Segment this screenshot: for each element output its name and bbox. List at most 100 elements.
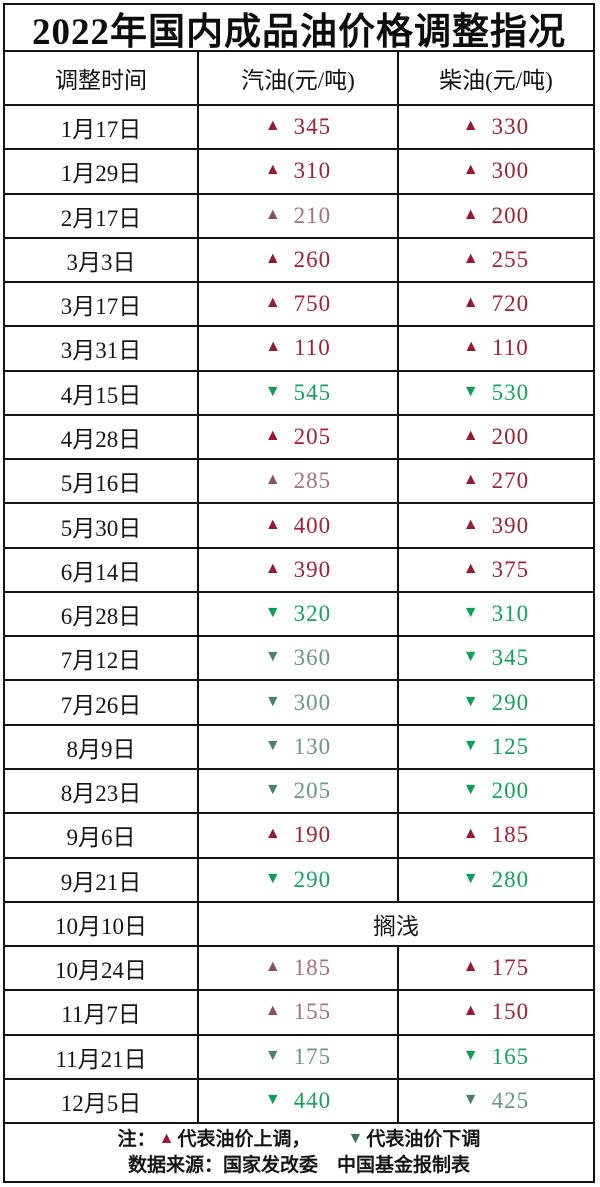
up-triangle-icon: ▲ (462, 958, 479, 976)
change-value: 310 (293, 158, 332, 184)
change-value: 440 (293, 1087, 332, 1113)
gasoline-change-cell: ▲ 210 (199, 194, 399, 237)
up-triangle-icon: ▲ (462, 1002, 479, 1020)
change-value: 200 (491, 423, 530, 449)
up-triangle-icon: ▲ (264, 515, 281, 533)
down-triangle-icon: ▼ (264, 736, 281, 754)
down-triangle-icon: ▼ (264, 648, 281, 666)
up-triangle-icon: ▲ (264, 205, 281, 223)
date-cell: 9月6日 (5, 814, 200, 857)
change-value: 185 (491, 822, 530, 848)
gasoline-change-cell: ▲ 155 (199, 991, 399, 1034)
legend-note-prefix: 注： (117, 1128, 156, 1150)
table-row: 9月6日 ▲ 190 ▲ 185 (5, 814, 593, 859)
change-value: 280 (491, 866, 530, 892)
up-triangle-icon: ▲ (463, 338, 480, 356)
change-value: 205 (293, 778, 332, 804)
date-cell: 3月17日 (5, 283, 200, 326)
down-triangle-icon: ▼ (347, 1129, 364, 1147)
table-row: 12月5日 ▼ 440 ▼ 425 (5, 1079, 593, 1125)
table-row: 3月31日 ▲ 110 ▲ 110 (5, 327, 593, 372)
table-footer: 注： ▲ 代表油价上调， ▼ 代表油价下调 数据来源：国家发改委 中国基金报制表 (5, 1124, 593, 1181)
gasoline-change-cell: ▼ 360 (199, 637, 399, 680)
change-value: 270 (491, 468, 530, 494)
change-value: 300 (293, 689, 332, 715)
change-value: 150 (491, 999, 530, 1025)
table-row: 11月7日 ▲ 155 ▲ 150 (5, 991, 593, 1036)
change-value: 330 (491, 114, 530, 140)
diesel-change-cell: ▲ 300 (399, 150, 593, 192)
diesel-change-cell: ▲ 200 (399, 195, 593, 237)
change-value: 205 (293, 423, 332, 449)
table-row: 9月21日 ▼ 290 ▼ 280 (5, 858, 593, 903)
gasoline-change-cell: ▼ 300 (199, 681, 399, 724)
change-value: 125 (491, 733, 530, 759)
diesel-change-cell: ▲ 175 (399, 947, 593, 989)
table-row: 7月26日 ▼ 300 ▼ 290 (5, 681, 593, 726)
table-row: 6月14日 ▲ 390 ▲ 375 (5, 548, 593, 593)
change-value: 310 (491, 601, 530, 627)
diesel-change-cell: ▲ 375 (399, 549, 593, 591)
date-cell: 6月14日 (5, 548, 200, 591)
up-triangle-icon: ▲ (264, 825, 281, 843)
date-cell: 5月16日 (5, 460, 200, 503)
table-row: 6月28日 ▼ 320 ▼ 310 (5, 592, 593, 638)
diesel-change-cell: ▲ 110 (399, 327, 593, 369)
up-triangle-icon: ▲ (462, 515, 479, 533)
change-value: 260 (293, 246, 332, 272)
down-triangle-icon: ▼ (462, 736, 479, 754)
change-value: 200 (491, 202, 530, 228)
date-cell: 5月30日 (5, 504, 200, 547)
gasoline-change-cell: ▼ 205 (199, 769, 399, 813)
date-cell: 2月17日 (5, 194, 200, 237)
up-triangle-icon: ▲ (265, 338, 282, 356)
down-triangle-icon: ▼ (462, 692, 479, 710)
down-triangle-icon: ▼ (462, 781, 479, 799)
gasoline-change-cell: ▲ 750 (199, 283, 399, 326)
change-value: 530 (491, 379, 530, 405)
table-row: 8月23日 ▼ 205 ▼ 200 (5, 769, 593, 815)
diesel-change-cell: ▲ 720 (399, 283, 593, 325)
change-value: 155 (293, 999, 332, 1025)
change-value: 165 (491, 1043, 530, 1069)
change-value: 185 (293, 955, 332, 981)
up-triangle-icon: ▲ (264, 161, 281, 179)
price-adjustment-table: 2022年国内成品油价格调整指况 调整时间 汽油(元/吨) 柴油(元/吨) 1月… (3, 3, 595, 1183)
change-value: 375 (491, 556, 530, 582)
source-line: 数据来源：国家发改委 中国基金报制表 (127, 1154, 470, 1176)
up-triangle-icon: ▲ (462, 825, 479, 843)
date-cell: 4月28日 (5, 415, 200, 459)
diesel-change-cell: ▼ 200 (399, 770, 593, 812)
gasoline-change-cell: ▲ 310 (199, 150, 399, 193)
up-triangle-icon: ▲ (462, 249, 479, 267)
down-triangle-icon: ▼ (264, 1090, 281, 1108)
diesel-change-cell: ▼ 280 (399, 859, 593, 901)
gasoline-change-cell: ▼ 440 (199, 1079, 399, 1123)
date-cell: 7月12日 (5, 637, 200, 680)
table-row: 8月9日 ▼ 130 ▼ 125 (5, 725, 593, 770)
header-adjust-date: 调整时间 (5, 52, 200, 104)
change-value: 175 (491, 955, 530, 981)
change-value: 390 (293, 556, 332, 582)
diesel-change-cell: ▼ 165 (399, 1036, 593, 1078)
gasoline-change-cell: ▲ 205 (199, 415, 399, 459)
change-value: 400 (293, 512, 332, 538)
change-value: 320 (293, 601, 332, 627)
up-triangle-icon: ▲ (264, 426, 281, 444)
date-cell: 8月9日 (5, 725, 200, 768)
change-value: 345 (293, 114, 332, 140)
gasoline-change-cell: ▲ 285 (199, 460, 399, 503)
gasoline-change-cell: ▲ 190 (199, 814, 399, 857)
diesel-change-cell: ▼ 290 (399, 681, 593, 723)
change-value: 290 (293, 866, 332, 892)
change-value: 750 (293, 291, 332, 317)
date-cell: 9月21日 (5, 858, 200, 901)
change-value: 255 (491, 246, 530, 272)
change-value: 720 (491, 291, 530, 317)
header-gasoline: 汽油(元/吨) (199, 52, 399, 104)
table-row: 5月16日 ▲ 285 ▲ 270 (5, 460, 593, 505)
date-cell: 3月3日 (5, 238, 200, 282)
up-triangle-icon: ▲ (462, 205, 479, 223)
date-cell: 3月31日 (5, 327, 200, 370)
down-triangle-icon: ▼ (264, 869, 281, 887)
